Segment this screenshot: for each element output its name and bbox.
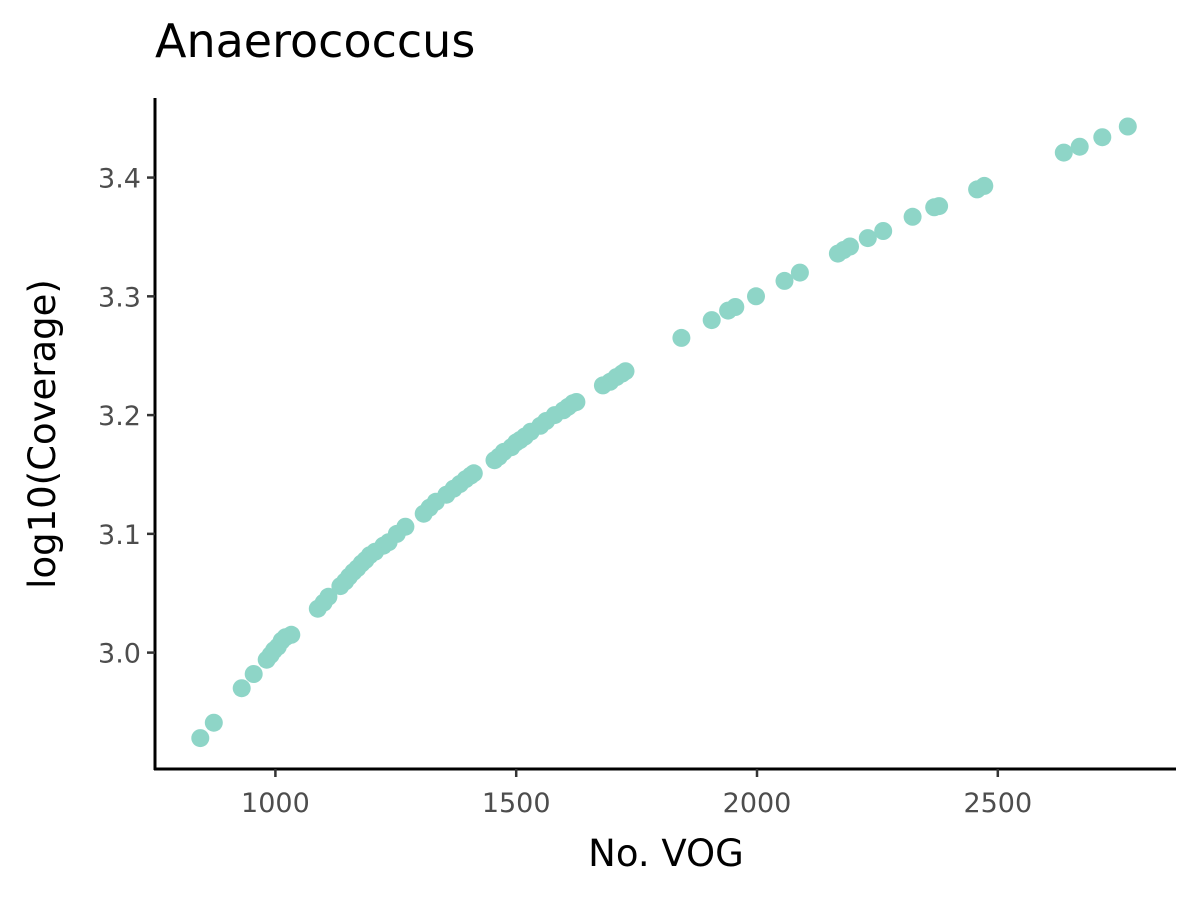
chart-title: Anaerococcus <box>155 14 476 68</box>
data-point <box>726 298 745 316</box>
data-point <box>903 207 922 226</box>
data-point <box>204 713 223 732</box>
data-point <box>858 229 877 248</box>
data-point <box>874 222 893 240</box>
data-point <box>1070 137 1089 156</box>
data-point <box>616 362 635 381</box>
data-point <box>244 665 263 683</box>
data-point <box>930 197 949 216</box>
x-tick-label: 1000 <box>241 788 310 819</box>
data-point <box>232 679 251 698</box>
data-point <box>841 237 859 256</box>
x-tick-label: 2500 <box>963 788 1032 819</box>
y-tick-label: 3.3 <box>98 282 141 313</box>
data-point <box>1093 128 1112 147</box>
y-tick-label: 3.4 <box>98 164 141 195</box>
x-axis-title: No. VOG <box>588 832 744 875</box>
axes <box>153 98 1176 771</box>
data-point <box>975 176 994 195</box>
y-tick-label: 3.1 <box>98 520 141 551</box>
data-point <box>702 311 721 330</box>
y-ticks: 3.0 3.1 3.2 3.3 3.4 <box>98 164 155 670</box>
data-point <box>1054 143 1073 162</box>
points-layer <box>191 117 1137 748</box>
data-point <box>282 625 301 644</box>
data-point <box>319 587 338 606</box>
x-ticks: 1000 1500 2000 2500 <box>241 769 1032 819</box>
data-point <box>191 729 210 748</box>
x-tick-label: 1500 <box>482 788 551 819</box>
y-axis-title: log10(Coverage) <box>21 279 64 589</box>
data-point <box>1118 117 1137 136</box>
data-point <box>396 517 415 536</box>
y-tick-label: 3.2 <box>98 401 141 432</box>
data-point <box>790 263 809 282</box>
data-point <box>775 271 794 290</box>
x-tick-label: 2000 <box>723 788 792 819</box>
y-tick-label: 3.0 <box>98 639 141 670</box>
data-point <box>464 464 483 483</box>
data-point <box>672 328 691 347</box>
data-point <box>567 393 586 411</box>
data-point <box>747 287 765 306</box>
